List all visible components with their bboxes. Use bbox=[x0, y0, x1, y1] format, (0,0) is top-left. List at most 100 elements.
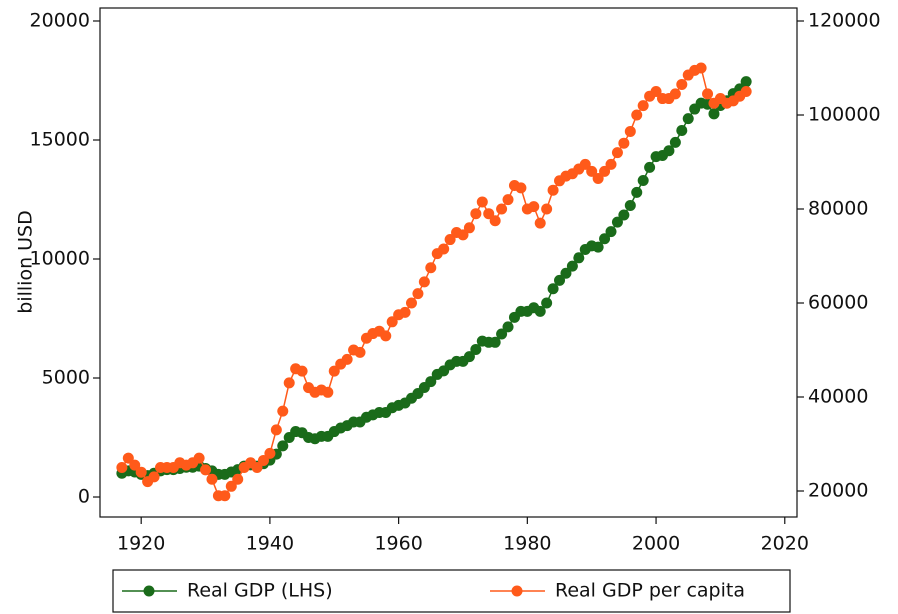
data-point bbox=[592, 241, 604, 253]
legend-label: Real GDP (LHS) bbox=[187, 580, 333, 602]
data-point bbox=[611, 147, 623, 159]
x-tick-label: 1960 bbox=[374, 533, 422, 555]
data-point bbox=[463, 222, 475, 234]
y-tick-label: 20000 bbox=[30, 9, 90, 31]
data-point bbox=[637, 174, 649, 186]
data-point bbox=[566, 260, 578, 272]
data-point bbox=[547, 283, 559, 295]
data-point bbox=[483, 208, 495, 220]
data-point bbox=[663, 145, 675, 157]
data-point bbox=[322, 386, 334, 398]
data-point bbox=[399, 306, 411, 318]
data-point bbox=[463, 351, 475, 363]
y-tick-label: 0 bbox=[78, 486, 90, 508]
data-point bbox=[277, 405, 289, 417]
data-point bbox=[206, 473, 218, 485]
x-tick-label: 2000 bbox=[632, 533, 680, 555]
data-point bbox=[418, 276, 430, 288]
data-point bbox=[631, 109, 643, 121]
data-point bbox=[438, 243, 450, 255]
series-line bbox=[121, 81, 747, 477]
x-tick-label: 1920 bbox=[117, 533, 165, 555]
data-point bbox=[277, 440, 289, 452]
data-point bbox=[380, 330, 392, 342]
y-axis-label: billion USD bbox=[15, 210, 37, 313]
data-point bbox=[470, 343, 482, 355]
data-point bbox=[618, 209, 630, 221]
data-point bbox=[599, 233, 611, 245]
data-point bbox=[135, 466, 147, 478]
data-point bbox=[637, 100, 649, 112]
data-point bbox=[264, 447, 276, 459]
data-point bbox=[586, 165, 598, 177]
data-point bbox=[116, 461, 128, 473]
data-point bbox=[515, 182, 527, 194]
data-point bbox=[328, 365, 340, 377]
x-tick-label: 1980 bbox=[503, 533, 551, 555]
x-tick-label: 2020 bbox=[761, 533, 809, 555]
legend-label: Real GDP per capita bbox=[555, 580, 745, 602]
data-point bbox=[702, 88, 714, 100]
data-point bbox=[257, 454, 269, 466]
data-point bbox=[502, 321, 514, 333]
data-point bbox=[122, 452, 134, 464]
data-point bbox=[740, 76, 752, 88]
data-point bbox=[644, 161, 656, 173]
plot-frame bbox=[99, 7, 798, 518]
data-point bbox=[534, 217, 546, 229]
data-point bbox=[341, 353, 353, 365]
series-line bbox=[121, 67, 747, 497]
data-point bbox=[270, 424, 282, 436]
data-point bbox=[579, 158, 591, 170]
data-point bbox=[541, 297, 553, 309]
data-point bbox=[624, 125, 636, 137]
data-point bbox=[592, 172, 604, 184]
data-point bbox=[425, 376, 437, 388]
data-point bbox=[386, 316, 398, 328]
data-point bbox=[444, 234, 456, 246]
legend-box bbox=[112, 569, 791, 613]
data-point bbox=[708, 108, 720, 120]
y2-tick-label: 20000 bbox=[808, 479, 868, 501]
data-point bbox=[695, 62, 707, 74]
data-point bbox=[148, 471, 160, 483]
data-point bbox=[354, 346, 366, 358]
data-point bbox=[425, 262, 437, 274]
data-point bbox=[605, 226, 617, 238]
data-point bbox=[676, 78, 688, 90]
data-point bbox=[624, 199, 636, 211]
x-tick-label: 1940 bbox=[246, 533, 294, 555]
data-point bbox=[489, 336, 501, 348]
y2-tick-label: 80000 bbox=[808, 197, 868, 219]
data-point bbox=[470, 208, 482, 220]
data-point bbox=[605, 158, 617, 170]
data-point bbox=[611, 216, 623, 228]
y-tick-label: 5000 bbox=[42, 367, 90, 389]
y2-tick-label: 60000 bbox=[808, 291, 868, 313]
y2-tick-label: 100000 bbox=[808, 104, 881, 126]
data-point bbox=[599, 165, 611, 177]
data-point bbox=[682, 113, 694, 125]
data-point bbox=[573, 252, 585, 264]
y-tick-label: 15000 bbox=[30, 128, 90, 150]
data-point bbox=[412, 288, 424, 300]
data-point bbox=[528, 201, 540, 213]
data-point bbox=[740, 86, 752, 98]
data-point bbox=[219, 490, 231, 502]
data-point bbox=[251, 461, 263, 473]
data-point bbox=[476, 196, 488, 208]
y2-tick-label: 40000 bbox=[808, 385, 868, 407]
y-tick-label: 10000 bbox=[30, 248, 90, 270]
data-point bbox=[554, 274, 566, 286]
data-point bbox=[193, 452, 205, 464]
data-point bbox=[232, 473, 244, 485]
data-point bbox=[676, 124, 688, 136]
data-point bbox=[541, 203, 553, 215]
data-point bbox=[631, 186, 643, 198]
data-point bbox=[669, 88, 681, 100]
data-point bbox=[534, 305, 546, 317]
legend-marker bbox=[143, 585, 155, 597]
data-point bbox=[457, 229, 469, 241]
data-point bbox=[560, 267, 572, 279]
